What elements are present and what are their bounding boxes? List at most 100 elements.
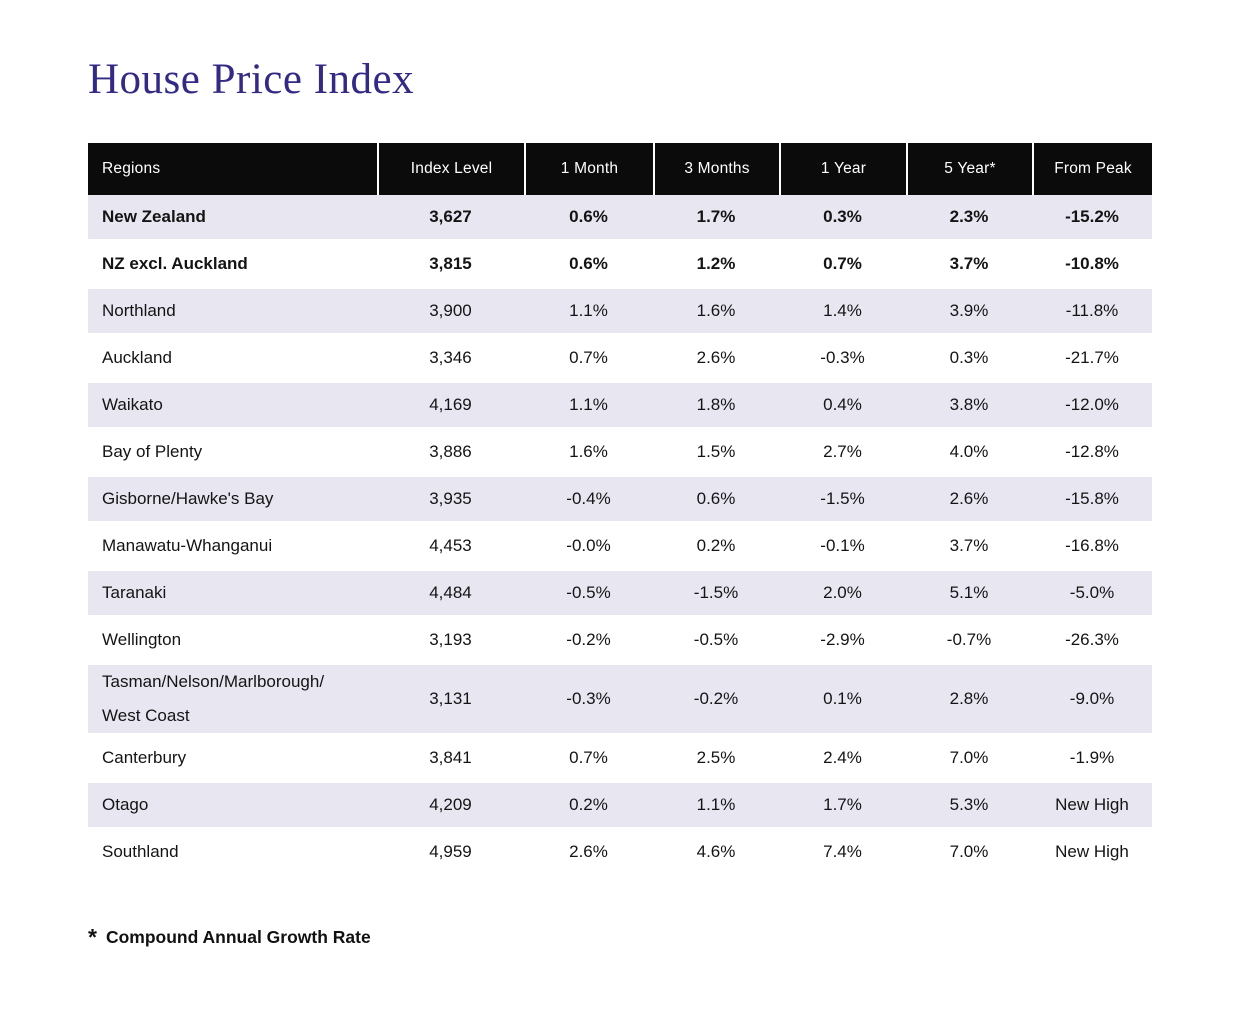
value-cell: 1.8% <box>653 383 779 431</box>
region-cell: Southland <box>88 830 377 878</box>
value-cell: 2.6% <box>524 830 653 878</box>
value-cell: 4,959 <box>377 830 524 878</box>
value-cell: 1.6% <box>524 430 653 478</box>
value-cell: 0.7% <box>524 336 653 384</box>
value-cell: 3,900 <box>377 289 524 337</box>
value-cell: -15.8% <box>1032 477 1152 525</box>
region-cell: Northland <box>88 289 377 337</box>
value-cell: -1.5% <box>653 571 779 619</box>
value-cell: 3,886 <box>377 430 524 478</box>
value-cell: New High <box>1032 830 1152 878</box>
region-cell: Auckland <box>88 336 377 384</box>
table-row: Waikato 4,169 1.1% 1.8% 0.4% 3.8% -12.0% <box>88 383 1152 431</box>
column-header-1-year: 1 Year <box>779 143 906 196</box>
table-row: New Zealand 3,627 0.6% 1.7% 0.3% 2.3% -15.2% <box>88 195 1152 243</box>
value-cell: 1.1% <box>524 383 653 431</box>
value-cell: -0.2% <box>524 618 653 666</box>
asterisk-marker: * <box>88 924 97 951</box>
value-cell: -11.8% <box>1032 289 1152 337</box>
value-cell: 4,169 <box>377 383 524 431</box>
table-row: Wellington 3,193 -0.2% -0.5% -2.9% -0.7% -26.3… <box>88 618 1152 666</box>
table-row: Auckland 3,346 0.7% 2.6% -0.3% 0.3% -21.7% <box>88 336 1152 384</box>
table-body: New Zealand 3,627 0.6% 1.7% 0.3% 2.3% -15.2% NZ… <box>88 195 1152 878</box>
house-price-index-table: Regions Index Level 1 Month 3 Months 1 Y… <box>88 143 1152 878</box>
column-header-1-month: 1 Month <box>524 143 653 196</box>
value-cell: -26.3% <box>1032 618 1152 666</box>
column-header-from-peak: From Peak <box>1032 143 1152 196</box>
value-cell: 1.6% <box>653 289 779 337</box>
region-cell: Otago <box>88 783 377 831</box>
table-row: Otago 4,209 0.2% 1.1% 1.7% 5.3% New High <box>88 783 1152 831</box>
table-header-row: Regions Index Level 1 Month 3 Months 1 Y… <box>88 143 1152 196</box>
value-cell: 0.4% <box>779 383 906 431</box>
region-cell: Canterbury <box>88 736 377 784</box>
value-cell: 3,815 <box>377 242 524 290</box>
value-cell: -10.8% <box>1032 242 1152 290</box>
region-cell: Waikato <box>88 383 377 431</box>
value-cell: 0.7% <box>779 242 906 290</box>
value-cell: 0.7% <box>524 736 653 784</box>
value-cell: 3.7% <box>906 242 1032 290</box>
value-cell: -0.5% <box>524 571 653 619</box>
value-cell: 7.4% <box>779 830 906 878</box>
value-cell: -0.0% <box>524 524 653 572</box>
value-cell: 4.6% <box>653 830 779 878</box>
footnote: * Compound Annual Growth Rate <box>88 924 1152 951</box>
value-cell: -12.0% <box>1032 383 1152 431</box>
value-cell: -0.1% <box>779 524 906 572</box>
value-cell: -0.3% <box>779 336 906 384</box>
column-header-5-year: 5 Year* <box>906 143 1032 196</box>
table-row: Tasman/Nelson/Marlborough/ West Coast 3,1… <box>88 665 1152 737</box>
value-cell: 2.6% <box>906 477 1032 525</box>
value-cell: 0.6% <box>524 195 653 243</box>
region-cell: Taranaki <box>88 571 377 619</box>
value-cell: 0.6% <box>524 242 653 290</box>
value-cell: 2.3% <box>906 195 1032 243</box>
value-cell: 3.8% <box>906 383 1032 431</box>
region-cell: Gisborne/Hawke's Bay <box>88 477 377 525</box>
value-cell: 5.3% <box>906 783 1032 831</box>
region-cell: Wellington <box>88 618 377 666</box>
value-cell: 0.2% <box>524 783 653 831</box>
value-cell: 1.7% <box>779 783 906 831</box>
column-header-3-months: 3 Months <box>653 143 779 196</box>
value-cell: 2.0% <box>779 571 906 619</box>
value-cell: 3,346 <box>377 336 524 384</box>
value-cell: -1.5% <box>779 477 906 525</box>
region-cell: NZ excl. Auckland <box>88 242 377 290</box>
value-cell: 0.3% <box>906 336 1032 384</box>
value-cell: 3,131 <box>377 665 524 737</box>
table-row: Northland 3,900 1.1% 1.6% 1.4% 3.9% -11.8% <box>88 289 1152 337</box>
value-cell: 3.9% <box>906 289 1032 337</box>
region-cell: Tasman/Nelson/Marlborough/ West Coast <box>88 665 377 737</box>
value-cell: -0.7% <box>906 618 1032 666</box>
value-cell: -16.8% <box>1032 524 1152 572</box>
value-cell: 2.6% <box>653 336 779 384</box>
value-cell: 0.6% <box>653 477 779 525</box>
value-cell: 4,484 <box>377 571 524 619</box>
value-cell: 4,453 <box>377 524 524 572</box>
table-row: Manawatu-Whanganui 4,453 -0.0% 0.2% -0.1% 3.7… <box>88 524 1152 572</box>
value-cell: 2.7% <box>779 430 906 478</box>
value-cell: 2.4% <box>779 736 906 784</box>
value-cell: 0.1% <box>779 665 906 737</box>
value-cell: 2.8% <box>906 665 1032 737</box>
table-row: Canterbury 3,841 0.7% 2.5% 2.4% 7.0% -1.9% <box>88 736 1152 784</box>
value-cell: -15.2% <box>1032 195 1152 243</box>
value-cell: -1.9% <box>1032 736 1152 784</box>
value-cell: -12.8% <box>1032 430 1152 478</box>
value-cell: 4,209 <box>377 783 524 831</box>
value-cell: -2.9% <box>779 618 906 666</box>
value-cell: -0.5% <box>653 618 779 666</box>
value-cell: 4.0% <box>906 430 1032 478</box>
value-cell: 1.2% <box>653 242 779 290</box>
value-cell: 1.5% <box>653 430 779 478</box>
table-row: Southland 4,959 2.6% 4.6% 7.4% 7.0% New High <box>88 830 1152 878</box>
value-cell: 3,193 <box>377 618 524 666</box>
value-cell: 7.0% <box>906 830 1032 878</box>
footnote-text: Compound Annual Growth Rate <box>105 927 371 948</box>
table-row: Bay of Plenty 3,886 1.6% 1.5% 2.7% 4.0% -12.8% <box>88 430 1152 478</box>
table-row: Taranaki 4,484 -0.5% -1.5% 2.0% 5.1% -5.0% <box>88 571 1152 619</box>
value-cell: 2.5% <box>653 736 779 784</box>
